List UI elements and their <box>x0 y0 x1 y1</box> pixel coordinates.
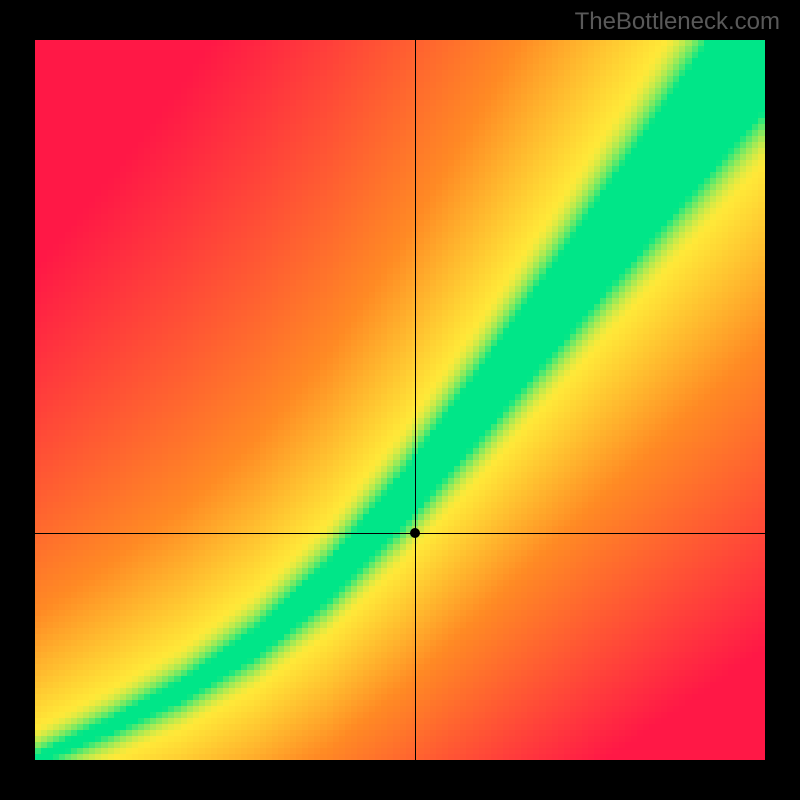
heatmap-plot-area <box>35 40 765 760</box>
heatmap-canvas <box>35 40 765 760</box>
crosshair-vertical <box>415 40 416 760</box>
watermark-text: TheBottleneck.com <box>575 8 780 36</box>
chart-container: TheBottleneck.com <box>0 0 800 800</box>
crosshair-point <box>410 528 420 538</box>
crosshair-horizontal <box>35 533 765 534</box>
